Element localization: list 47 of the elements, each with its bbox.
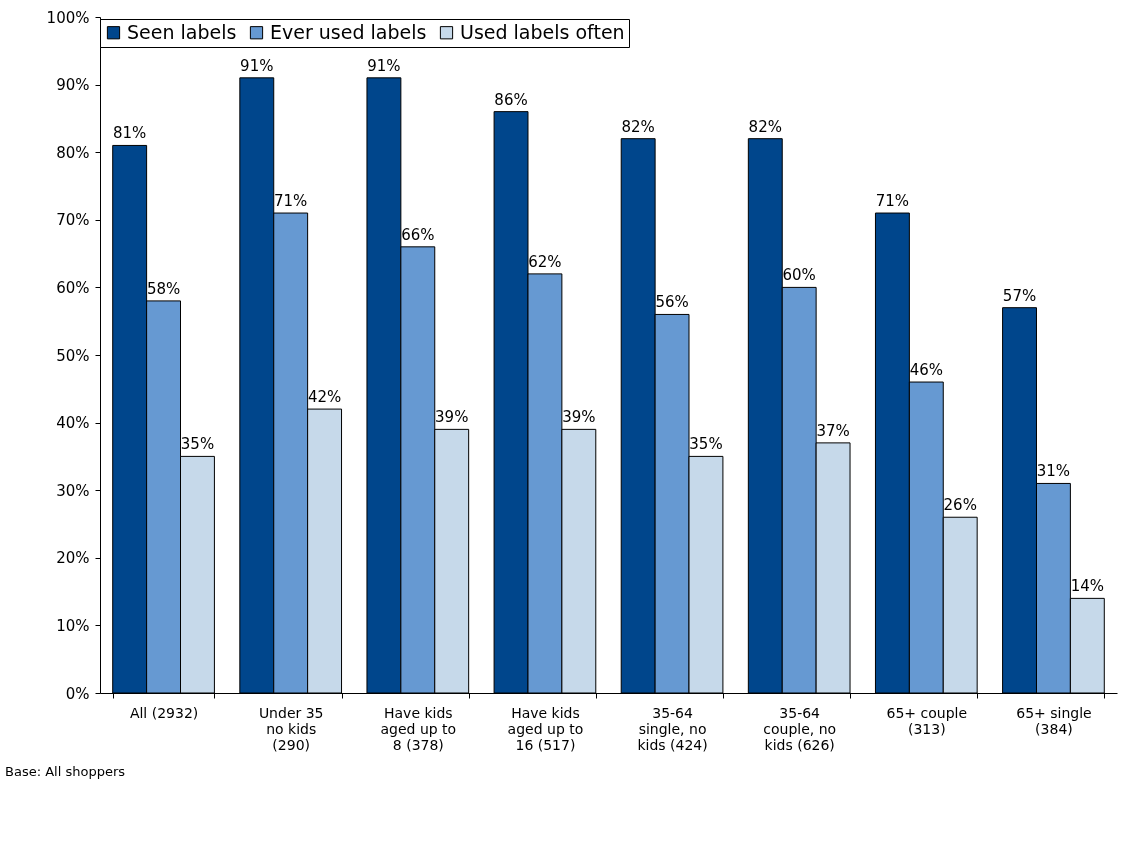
y-tick-label: 0% <box>65 684 90 703</box>
x-tick-label: Under 35 no kids (290) <box>258 704 324 753</box>
data-label: 42% <box>307 388 342 407</box>
data-label: 71% <box>274 192 308 211</box>
y-tick-label: 10% <box>56 616 90 635</box>
data-label: 91% <box>240 56 274 75</box>
y-tick-label: 80% <box>56 143 90 162</box>
data-label: 58% <box>146 279 181 298</box>
data-label: 60% <box>782 266 816 285</box>
data-label: 46% <box>909 361 943 380</box>
data-label: 26% <box>943 496 977 515</box>
legend-label: Ever used labels <box>270 20 427 43</box>
x-tick-label: 35-64 single, no kids (424) <box>637 704 708 753</box>
data-label: 66% <box>401 225 435 244</box>
x-tick-label: 65+ single (384) <box>1016 704 1092 737</box>
text: Base: All shoppers <box>5 764 126 779</box>
data-label: 62% <box>528 252 562 271</box>
legend-label: Used labels often <box>460 20 625 43</box>
data-label: 37% <box>816 421 850 440</box>
data-label: 82% <box>748 117 782 136</box>
data-label: 39% <box>562 408 596 427</box>
data-label: 14% <box>1070 577 1105 596</box>
data-label: 91% <box>367 56 401 75</box>
x-tick-label: Have kids aged up to 16 (517) <box>507 704 584 753</box>
y-tick-label: 60% <box>56 278 90 297</box>
data-label: 57% <box>1002 286 1037 305</box>
data-label: 56% <box>655 293 689 312</box>
y-tick-label: 50% <box>56 346 90 365</box>
x-tick-label: Have kids aged up to 8 (378) <box>380 704 457 753</box>
y-tick-label: 100% <box>46 8 90 27</box>
y-tick-label: 20% <box>56 549 90 568</box>
data-label: 71% <box>875 192 910 211</box>
data-label: 82% <box>621 117 655 136</box>
y-tick-label: 40% <box>56 414 90 433</box>
y-tick-label: 90% <box>56 76 90 95</box>
data-label: 31% <box>1036 462 1071 481</box>
x-tick-label: 35-64 couple, no kids (626) <box>763 704 837 753</box>
y-tick-label: 30% <box>56 481 90 500</box>
y-tick-label: 70% <box>56 211 90 230</box>
x-tick-label: 65+ couple (313) <box>886 704 968 737</box>
data-label: 81% <box>112 124 147 143</box>
x-tick-label: All (2932) <box>129 704 199 721</box>
data-label: 39% <box>435 408 469 427</box>
data-label: 86% <box>494 90 528 109</box>
data-label: 35% <box>689 435 723 454</box>
legend-label: Seen labels <box>127 20 237 43</box>
data-label: 35% <box>180 435 215 454</box>
